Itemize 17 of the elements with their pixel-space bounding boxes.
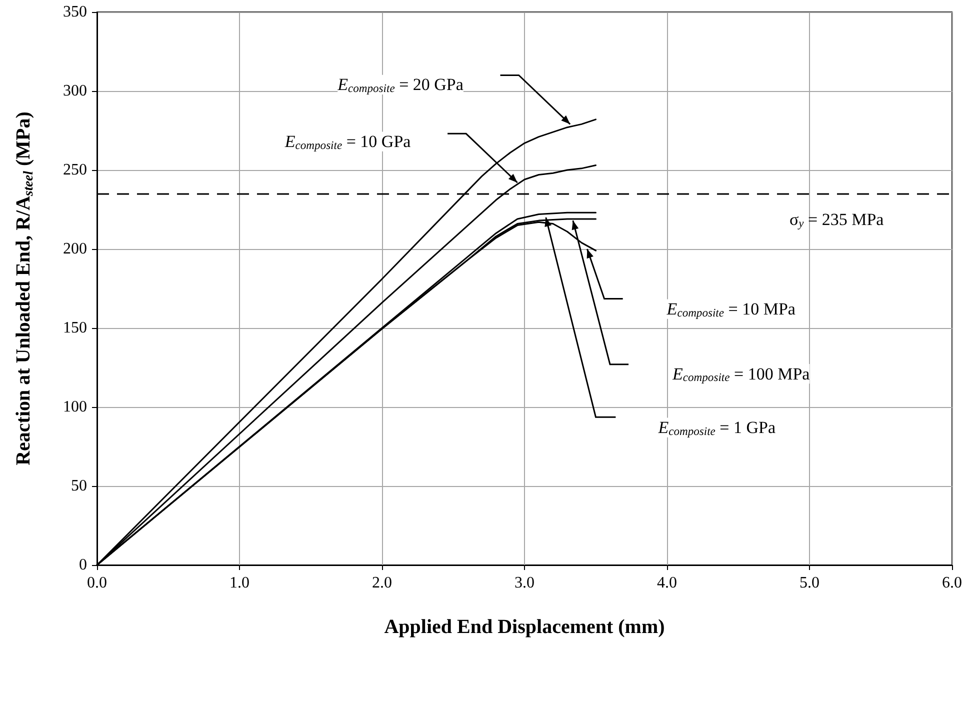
x-tick-label: 2.0 [372,574,392,592]
x-tick-label: 3.0 [514,574,534,592]
y-tick-label: 250 [63,162,87,178]
y-tick-label: 350 [63,4,87,20]
x-tick-label: 0.0 [87,574,107,592]
y-tick-label: 50 [71,478,87,494]
x-tick-label: 6.0 [942,574,962,592]
x-tick-label: 4.0 [657,574,677,592]
x-axis-title: Applied End Displacement (mm) [384,616,665,638]
y-tick-label: 100 [63,398,87,416]
y-tick-label: 300 [63,82,87,100]
y-tick-label: 200 [63,240,87,258]
y-tick-label: 0 [79,556,87,574]
x-tick-label: 5.0 [800,574,820,592]
x-tick-label: 1.0 [230,574,250,592]
y-axis-title: Reaction at Unloaded End, R/Asteel (MPa) [12,112,36,466]
y-tick-label: 150 [63,320,87,336]
